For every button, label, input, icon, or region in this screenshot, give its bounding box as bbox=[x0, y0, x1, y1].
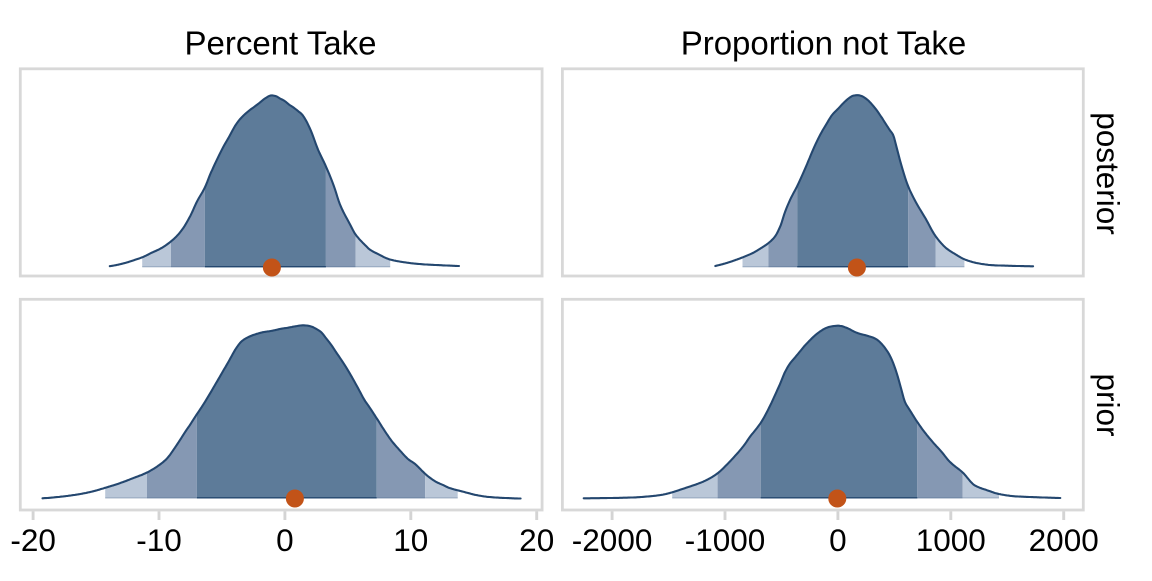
svg-text:-10: -10 bbox=[136, 522, 182, 558]
svg-text:-1000: -1000 bbox=[685, 522, 766, 558]
svg-text:prior: prior bbox=[1090, 373, 1126, 436]
svg-text:1000: 1000 bbox=[916, 522, 986, 558]
svg-text:20: 20 bbox=[519, 522, 554, 558]
svg-text:Proportion not Take: Proportion not Take bbox=[681, 25, 967, 62]
svg-text:0: 0 bbox=[276, 522, 294, 558]
svg-text:10: 10 bbox=[393, 522, 428, 558]
svg-text:Percent Take: Percent Take bbox=[184, 25, 376, 62]
svg-text:-2000: -2000 bbox=[572, 522, 653, 558]
svg-text:0: 0 bbox=[829, 522, 847, 558]
svg-text:posterior: posterior bbox=[1090, 112, 1126, 235]
svg-text:-20: -20 bbox=[10, 522, 56, 558]
svg-text:2000: 2000 bbox=[1029, 522, 1099, 558]
